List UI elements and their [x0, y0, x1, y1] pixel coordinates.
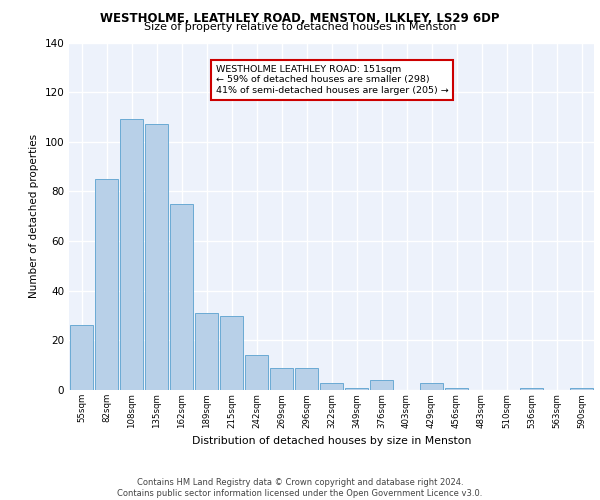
Bar [295, 368, 318, 390]
Text: WESTHOLME LEATHLEY ROAD: 151sqm
← 59% of detached houses are smaller (298)
41% o: WESTHOLME LEATHLEY ROAD: 151sqm ← 59% of… [216, 65, 449, 95]
Text: Size of property relative to detached houses in Menston: Size of property relative to detached ho… [144, 22, 456, 32]
Bar [445, 388, 468, 390]
Bar [420, 382, 443, 390]
Bar [320, 382, 343, 390]
Bar [120, 120, 143, 390]
Bar [520, 388, 543, 390]
Bar [70, 326, 93, 390]
Text: Contains HM Land Registry data © Crown copyright and database right 2024.
Contai: Contains HM Land Registry data © Crown c… [118, 478, 482, 498]
Bar [345, 388, 368, 390]
X-axis label: Distribution of detached houses by size in Menston: Distribution of detached houses by size … [192, 436, 471, 446]
Bar [195, 313, 218, 390]
Bar [220, 316, 243, 390]
Bar [170, 204, 193, 390]
Bar [95, 179, 118, 390]
Bar [270, 368, 293, 390]
Bar [370, 380, 393, 390]
Bar [145, 124, 168, 390]
Text: WESTHOLME, LEATHLEY ROAD, MENSTON, ILKLEY, LS29 6DP: WESTHOLME, LEATHLEY ROAD, MENSTON, ILKLE… [100, 12, 500, 24]
Y-axis label: Number of detached properties: Number of detached properties [29, 134, 39, 298]
Bar [245, 355, 268, 390]
Bar [570, 388, 593, 390]
